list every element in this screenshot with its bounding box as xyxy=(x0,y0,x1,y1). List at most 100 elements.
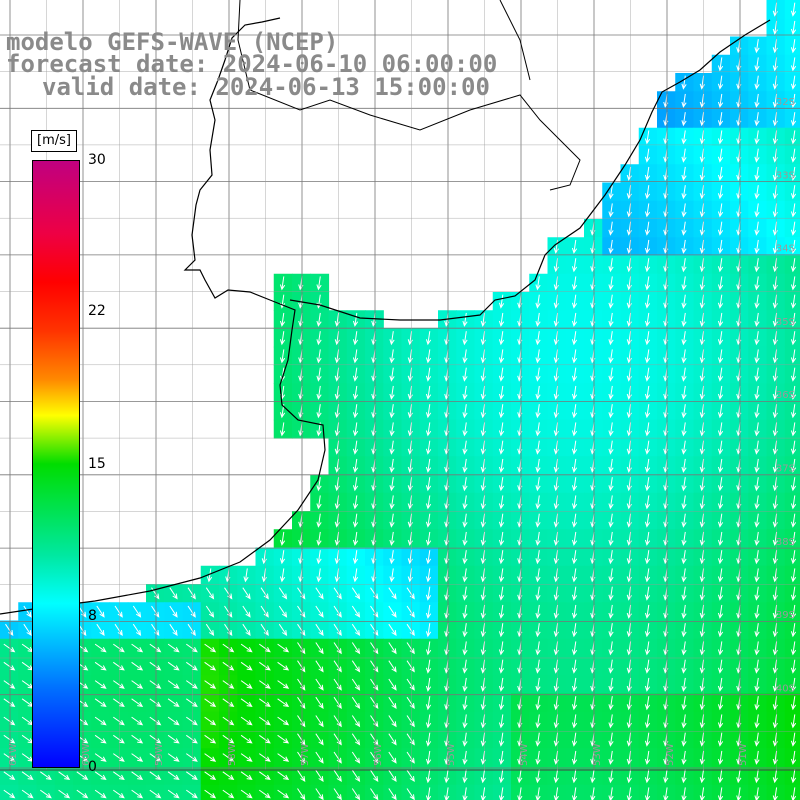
wind-arrow xyxy=(425,586,432,601)
wind-arrow xyxy=(644,787,651,800)
wind-arrow xyxy=(553,787,559,800)
wind-arrow xyxy=(681,258,687,273)
wind-arrow xyxy=(498,385,505,400)
wind-arrow xyxy=(717,641,724,656)
wind-arrow xyxy=(754,641,760,656)
wind-arrow xyxy=(205,623,215,636)
wind-arrow xyxy=(278,623,288,636)
wind-arrow xyxy=(790,714,797,729)
wind-arrow xyxy=(186,716,198,726)
wind-cell xyxy=(784,109,800,129)
wind-arrow xyxy=(315,605,324,618)
inland-line-1 xyxy=(499,0,531,81)
wind-arrow xyxy=(681,696,687,711)
wind-cell xyxy=(784,0,800,19)
wind-arrow xyxy=(425,641,432,656)
wind-arrow xyxy=(608,294,614,309)
wind-arrow xyxy=(608,367,614,382)
wind-arrow xyxy=(754,148,760,163)
wind-arrow xyxy=(790,659,797,674)
wind-arrow xyxy=(316,477,322,492)
wind-arrow xyxy=(169,623,178,636)
wind-arrow xyxy=(644,440,651,455)
wind-arrow xyxy=(278,605,288,618)
wind-arrow xyxy=(754,312,760,327)
wind-arrow xyxy=(790,39,797,54)
wind-arrow xyxy=(590,787,596,800)
wind-arrow xyxy=(699,787,705,800)
wind-arrow xyxy=(571,750,578,765)
wind-arrow xyxy=(535,294,541,309)
wind-arrow xyxy=(644,513,651,528)
wind-cell xyxy=(36,784,56,800)
wind-arrow xyxy=(644,148,651,163)
wind-arrow xyxy=(149,771,162,781)
wind-arrow xyxy=(699,769,705,784)
wind-arrow xyxy=(462,513,468,528)
wind-arrow xyxy=(222,661,235,671)
wind-arrow xyxy=(535,331,541,346)
wind-arrow xyxy=(316,531,322,546)
wind-arrow xyxy=(425,495,432,510)
wind-arrow xyxy=(240,771,253,781)
wind-arrow xyxy=(754,112,760,127)
wind-arrow xyxy=(240,789,253,799)
wind-cell xyxy=(784,529,800,549)
wind-arrow xyxy=(315,788,324,800)
lat-label: 40S xyxy=(776,683,795,694)
wind-arrow xyxy=(571,258,578,273)
wind-arrow xyxy=(316,349,322,364)
wind-arrow xyxy=(167,661,180,671)
wind-arrow xyxy=(754,732,760,747)
wind-arrow xyxy=(389,422,395,437)
wind-arrow xyxy=(389,495,395,510)
wind-cell xyxy=(784,146,800,165)
wind-arrow xyxy=(425,659,432,674)
wind-arrow xyxy=(608,787,614,800)
wind-arrow xyxy=(790,93,797,108)
wind-arrow xyxy=(644,641,651,656)
wind-arrow xyxy=(240,661,253,671)
wind-cell xyxy=(784,693,800,713)
wind-arrow xyxy=(681,513,687,528)
wind-arrow xyxy=(40,771,52,781)
wind-arrow xyxy=(351,660,361,673)
wind-arrow xyxy=(790,276,797,291)
wind-arrow xyxy=(571,312,578,327)
wind-arrow xyxy=(681,477,687,492)
wind-arrow xyxy=(149,734,162,744)
wind-arrow xyxy=(425,677,432,692)
wind-arrow xyxy=(644,203,651,218)
wind-arrow xyxy=(204,716,217,726)
wind-arrow xyxy=(498,458,505,473)
wind-arrow xyxy=(259,698,271,708)
wind-arrow xyxy=(790,604,797,619)
wind-arrow xyxy=(535,513,541,528)
wind-arrow xyxy=(113,716,125,726)
wind-arrow xyxy=(462,331,468,346)
wind-cell xyxy=(784,365,800,384)
inland-line-0 xyxy=(237,0,581,191)
wind-arrow xyxy=(131,661,144,671)
wind-arrow xyxy=(772,787,778,800)
wind-arrow xyxy=(498,312,505,327)
wind-arrow xyxy=(462,586,468,601)
wind-arrow xyxy=(131,698,144,708)
wind-arrow xyxy=(754,531,760,546)
wind-arrow xyxy=(681,294,687,309)
wind-arrow xyxy=(754,331,760,346)
wind-arrow xyxy=(571,586,578,601)
wind-arrow xyxy=(240,643,253,653)
wind-arrow xyxy=(96,623,105,636)
wind-arrow xyxy=(717,312,724,327)
wind-arrow xyxy=(352,477,359,492)
wind-arrow xyxy=(754,550,760,565)
wind-arrow xyxy=(644,258,651,273)
wind-arrow xyxy=(717,477,724,492)
wind-arrow xyxy=(790,349,797,364)
wind-arrow xyxy=(352,531,359,546)
wind-arrow xyxy=(608,696,614,711)
wind-arrow xyxy=(790,75,797,90)
wind-arrow xyxy=(277,771,290,781)
